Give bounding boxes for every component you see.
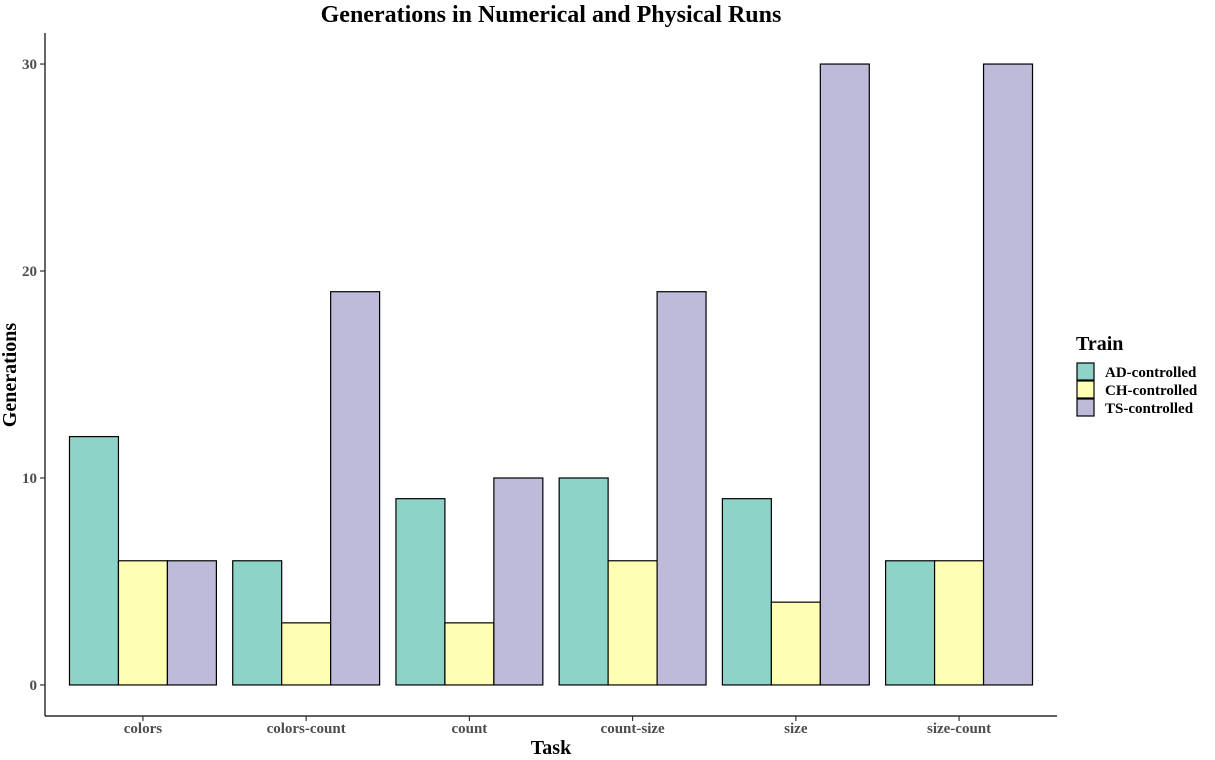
legend: Train AD-controlled CH-controlled TS-contr…	[1076, 333, 1198, 417]
bars-group	[68, 63, 1034, 686]
legend-label: AD-controlled	[1105, 365, 1197, 381]
legend-key-CH-controlled	[1076, 380, 1095, 399]
legend-key-TS-controlled	[1076, 398, 1095, 417]
bar-size-count-TS-controlled	[982, 63, 1034, 686]
x-tick-label: count-size	[601, 721, 665, 737]
bar-count-TS-controlled	[493, 477, 544, 686]
x-tick-label: count	[451, 721, 487, 737]
bar-count-size-CH-controlled	[607, 560, 658, 686]
bar-colors-count-AD-controlled	[232, 560, 283, 686]
legend-label: TS-controlled	[1105, 401, 1194, 417]
chart-title: Generations in Numerical and Physical Ru…	[321, 2, 782, 28]
bar-size-count-CH-controlled	[933, 560, 985, 686]
y-axis-ticks: 0 10 20 30	[22, 57, 45, 694]
legend-label: CH-controlled	[1105, 383, 1198, 399]
y-tick-label: 10	[22, 471, 37, 487]
bar-size-CH-controlled	[770, 601, 821, 686]
x-axis-ticks: colors colors-count count count-size size siz…	[124, 716, 991, 737]
x-axis-title: Task	[531, 737, 572, 759]
bar-colors-AD-controlled	[68, 435, 120, 686]
bar-count-CH-controlled	[444, 622, 495, 686]
bar-colors-count-TS-controlled	[330, 291, 381, 686]
legend-key-AD-controlled	[1076, 362, 1095, 381]
y-axis-title: Generations	[0, 323, 21, 428]
legend-title: Train	[1076, 333, 1123, 355]
bar-count-AD-controlled	[395, 498, 446, 686]
y-tick-label: 0	[30, 678, 38, 694]
bar-size-count-AD-controlled	[885, 560, 936, 686]
bar-size-AD-controlled	[721, 498, 772, 686]
x-tick-label: colors-count	[267, 721, 346, 737]
bar-colors-count-CH-controlled	[281, 622, 332, 686]
x-tick-label: size	[784, 721, 808, 737]
bar-colors-TS-controlled	[166, 560, 217, 686]
bar-count-size-AD-controlled	[558, 477, 609, 686]
bar-colors-CH-controlled	[117, 560, 169, 686]
x-tick-label: size-count	[927, 721, 991, 737]
y-tick-label: 20	[22, 264, 37, 280]
x-tick-label: colors	[124, 721, 162, 737]
bar-size-TS-controlled	[819, 63, 870, 686]
y-tick-label: 30	[22, 57, 37, 73]
bar-count-size-TS-controlled	[656, 291, 707, 686]
